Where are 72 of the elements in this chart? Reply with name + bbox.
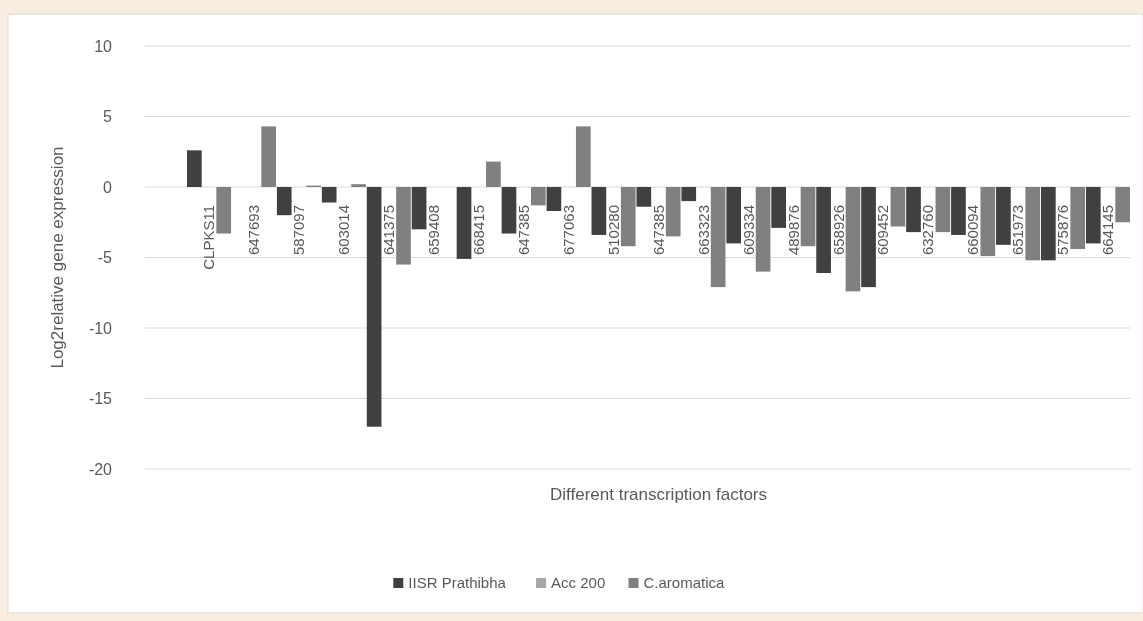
bar	[531, 187, 546, 206]
bar	[1025, 187, 1041, 261]
bar	[681, 187, 697, 202]
bar	[980, 187, 996, 257]
bar	[996, 187, 1011, 245]
legend-label: Acc 200	[551, 574, 606, 592]
y-tick-label: 5	[103, 108, 113, 126]
bar	[935, 187, 951, 233]
bar	[1041, 187, 1056, 261]
bar	[501, 187, 517, 234]
y-tick-label: -5	[97, 249, 113, 267]
bar	[771, 187, 786, 228]
x-tick-label: 664145	[1099, 205, 1117, 256]
x-axis-title: Different transcription factors	[550, 485, 767, 504]
bar	[216, 187, 232, 234]
bar	[187, 150, 202, 187]
x-tick-label: 659408	[425, 205, 443, 256]
x-tick-label: 575876	[1054, 205, 1072, 256]
x-tick-label: CLPKS11	[200, 205, 218, 270]
x-tick-label: 647693	[245, 205, 263, 256]
x-tick-label: 660094	[964, 205, 982, 256]
bar	[321, 187, 337, 203]
x-tick-label: 663323	[694, 205, 712, 256]
bar	[1070, 187, 1086, 250]
bar	[890, 187, 906, 227]
bar	[366, 187, 382, 427]
y-tick-label: -10	[88, 319, 113, 337]
y-tick-label: -20	[88, 460, 113, 478]
bar	[261, 126, 276, 187]
x-tick-label: 510280	[604, 205, 622, 256]
bar	[636, 187, 652, 207]
x-tick-label: 489876	[784, 205, 802, 256]
bar	[276, 187, 292, 216]
bar	[456, 187, 472, 259]
x-tick-label: 641375	[380, 205, 398, 256]
y-tick-label: 10	[94, 37, 113, 55]
bar	[665, 187, 681, 237]
x-tick-label: 651973	[1009, 205, 1027, 256]
x-tick-label: 658926	[829, 205, 847, 256]
y-axis-title: Log2relative gene expression	[48, 146, 67, 369]
bar	[845, 187, 861, 292]
bar	[1115, 187, 1130, 223]
x-tick-label: 668415	[469, 205, 487, 256]
x-tick-label: 632760	[919, 205, 937, 256]
bar	[396, 187, 411, 265]
x-tick-label: 603014	[335, 205, 353, 256]
bar	[906, 187, 921, 233]
y-tick-label: -15	[88, 390, 113, 408]
bar	[755, 187, 771, 272]
x-tick-label: 587097	[290, 205, 308, 256]
bar	[951, 187, 966, 235]
bar	[1085, 187, 1101, 244]
x-tick-label: 609334	[739, 205, 757, 256]
y-tick-label: 0	[103, 178, 113, 196]
x-tick-label: 647385	[514, 205, 532, 256]
x-tick-label: 647385	[649, 205, 667, 256]
bar	[591, 187, 607, 235]
bar	[816, 187, 831, 274]
legend-label: IISR Prathibha	[408, 574, 507, 592]
bar	[411, 187, 427, 230]
x-tick-label: 609452	[874, 205, 892, 256]
legend-label: C.aromatica	[643, 574, 726, 592]
bar	[861, 187, 876, 288]
bar	[575, 126, 591, 187]
bar	[620, 187, 636, 247]
bar	[546, 187, 562, 211]
bar	[726, 187, 742, 244]
x-tick-label: 677063	[559, 205, 577, 256]
bar	[351, 184, 366, 187]
bar	[486, 161, 501, 187]
bar	[800, 187, 816, 247]
bar	[710, 187, 726, 288]
